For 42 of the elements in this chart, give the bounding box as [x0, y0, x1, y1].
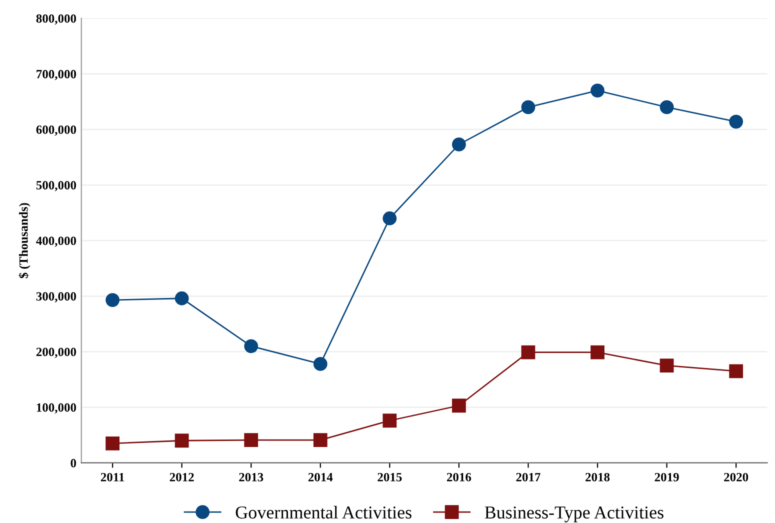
y-tick-label: 700,000 [36, 70, 76, 80]
y-tick-label: 800,000 [36, 14, 76, 25]
point [313, 433, 328, 448]
point [521, 100, 536, 114]
point [174, 434, 189, 448]
x-tick-label: 2014 [308, 472, 333, 482]
y-tick-label: 500,000 [36, 181, 76, 192]
y-tick-label: 0 [70, 458, 76, 468]
x-tick-label: 2017 [516, 472, 540, 482]
point [174, 291, 189, 306]
x-tick-label: 2019 [654, 472, 679, 482]
point [452, 398, 466, 413]
x-tick-label: 2011 [100, 472, 124, 482]
point [106, 293, 120, 307]
point [660, 358, 674, 373]
point [313, 357, 328, 371]
point [729, 364, 744, 378]
point [452, 138, 466, 152]
x-tick-label: 2013 [239, 472, 264, 482]
x-tick-label: 2012 [170, 472, 194, 482]
point [521, 345, 536, 360]
point [244, 433, 258, 448]
point [382, 414, 397, 428]
x-tick-label: 2018 [586, 472, 610, 482]
x-tick-label: 2016 [446, 472, 472, 482]
point [729, 114, 744, 129]
y-tick-label: 200,000 [36, 348, 76, 358]
point [382, 211, 397, 226]
y-tick-label: 300,000 [36, 292, 76, 302]
legend-label: Governmental Activities [236, 506, 412, 519]
point [660, 100, 674, 114]
point [590, 84, 604, 98]
y-tick-label: 400,000 [36, 236, 76, 247]
point [106, 436, 120, 450]
y-tick-label: 600,000 [36, 125, 76, 136]
y-axis-title: $ (Thousands) [18, 203, 30, 278]
x-tick-label: 2015 [378, 472, 402, 482]
point [244, 339, 258, 354]
point [590, 345, 604, 360]
x-tick-label: 2020 [724, 472, 748, 482]
legend-label: Business-Type Activities [484, 506, 664, 522]
y-tick-label: 100,000 [36, 403, 76, 414]
